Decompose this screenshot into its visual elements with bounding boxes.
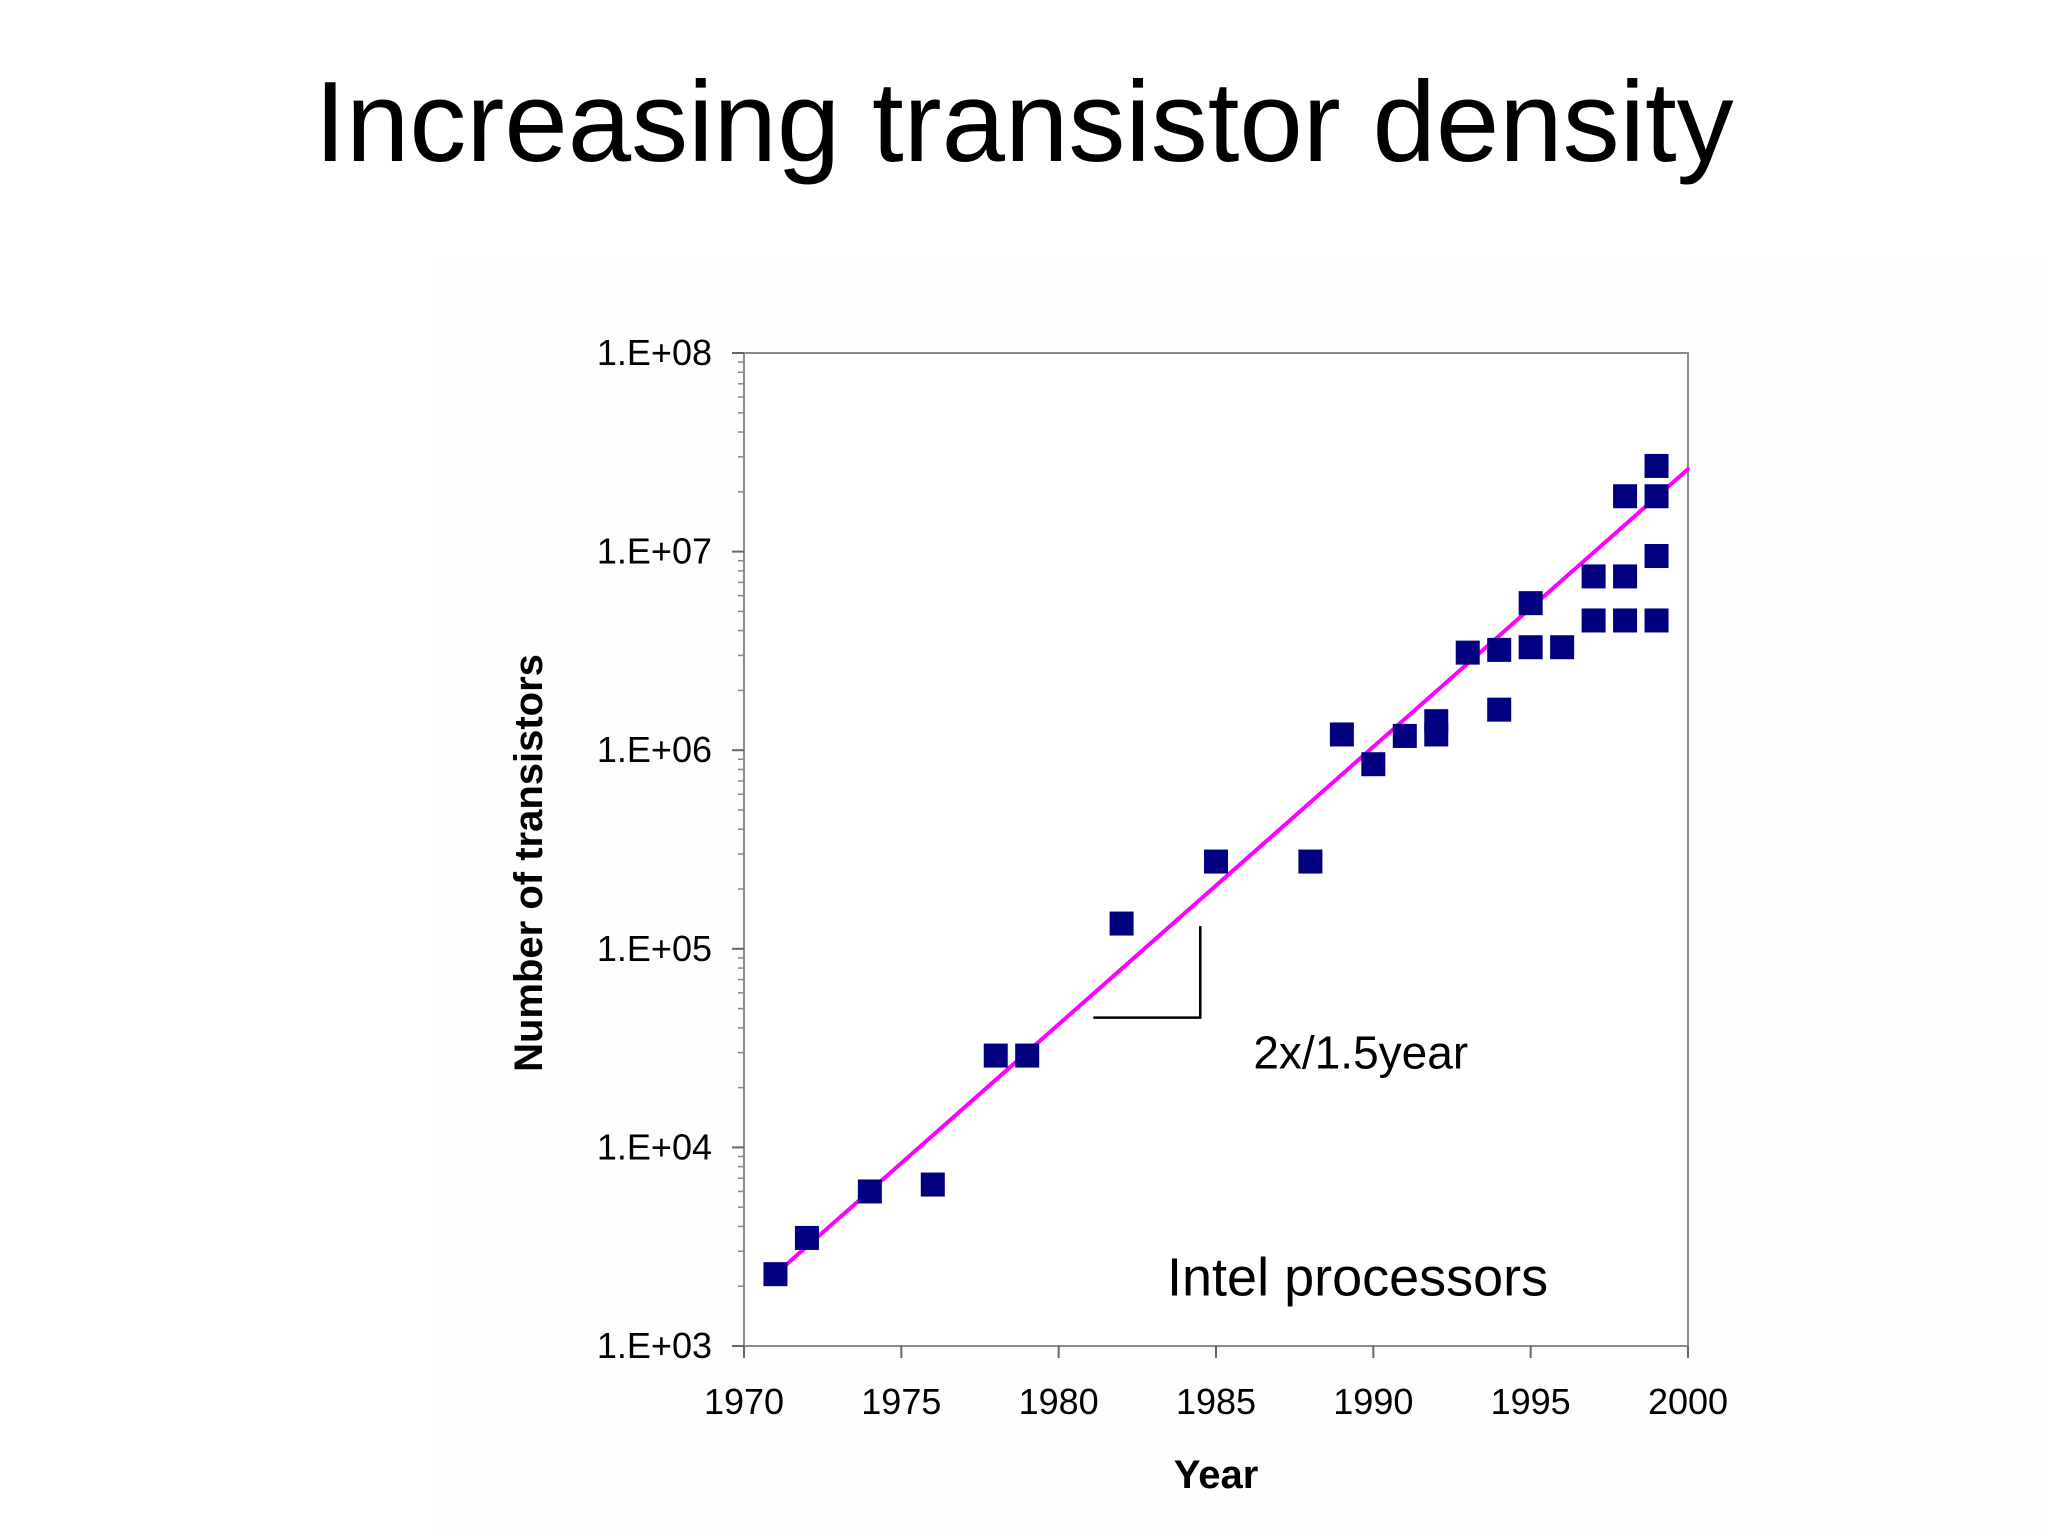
data-point <box>1581 564 1606 589</box>
x-tick-labels: 1970 1975 1980 1985 1990 1995 2000 <box>704 1381 1728 1422</box>
data-point <box>1644 484 1669 509</box>
annotation-label: Intel processors <box>1167 1247 1548 1307</box>
data-point <box>1644 453 1669 478</box>
data-point <box>920 1172 945 1197</box>
data-point <box>1487 697 1512 722</box>
data-point <box>1298 849 1323 874</box>
data-point <box>1613 484 1638 509</box>
slope-marker <box>1093 926 1202 1019</box>
x-ticks <box>743 1346 1689 1358</box>
y-tick-label: 1.E+05 <box>597 928 712 969</box>
x-tick-label: 1975 <box>861 1381 941 1422</box>
data-point <box>1644 608 1669 633</box>
data-point <box>1581 608 1606 633</box>
data-point <box>1487 637 1512 662</box>
plot-frame <box>743 352 1689 1347</box>
y-tick-label: 1.E+07 <box>597 531 712 572</box>
y-minor-ticks <box>738 361 744 1287</box>
data-point <box>1644 544 1669 569</box>
data-point <box>1204 849 1228 874</box>
y-tick-label: 1.E+06 <box>597 729 712 770</box>
data-point <box>1518 635 1543 660</box>
x-axis-title: Year <box>1174 1453 1259 1497</box>
data-point <box>857 1179 882 1204</box>
y-tick-label: 1.E+03 <box>597 1325 712 1366</box>
data-point <box>1361 752 1386 777</box>
data-point <box>1015 1043 1040 1068</box>
y-tick-labels: 1.E+03 1.E+04 1.E+05 1.E+06 1.E+07 1.E+08 <box>597 332 712 1366</box>
y-axis-title: Number of transistors <box>507 654 551 1072</box>
x-tick-label: 1970 <box>704 1381 784 1422</box>
data-point <box>763 1262 788 1287</box>
data-point <box>1518 591 1543 616</box>
x-tick-label: 1985 <box>1176 1381 1256 1422</box>
data-point <box>1424 709 1449 734</box>
data-point <box>1455 640 1480 665</box>
x-tick-label: 1995 <box>1491 1381 1571 1422</box>
x-tick-label: 1980 <box>1019 1381 1099 1422</box>
x-tick-label: 1990 <box>1333 1381 1413 1422</box>
data-point <box>1613 608 1638 633</box>
data-point <box>1329 722 1354 747</box>
data-point <box>1392 723 1417 748</box>
data-point <box>983 1043 1008 1068</box>
annotations: 2x/1.5year Intel processors <box>1167 1026 1548 1307</box>
data-point <box>1550 635 1575 660</box>
y-tick-label: 1.E+08 <box>597 332 712 373</box>
y-tick-label: 1.E+04 <box>597 1126 712 1167</box>
data-point <box>1109 911 1134 936</box>
x-tick-label: 2000 <box>1648 1381 1728 1422</box>
data-points <box>763 453 1669 1287</box>
data-point <box>794 1225 819 1250</box>
y-major-ticks <box>732 352 744 1347</box>
annotation-label: 2x/1.5year <box>1253 1026 1468 1078</box>
slide-title: Increasing transistor density <box>314 59 1734 186</box>
data-point <box>1613 564 1638 589</box>
